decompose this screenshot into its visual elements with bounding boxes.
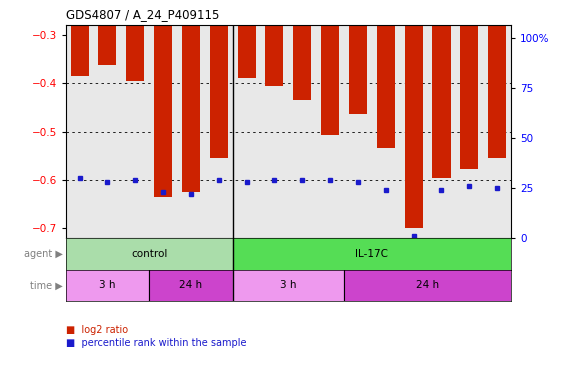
Text: IL-17C: IL-17C [355, 249, 388, 259]
Text: agent ▶: agent ▶ [24, 249, 63, 259]
Text: 3 h: 3 h [280, 280, 296, 290]
Bar [377, 0, 395, 149]
Bar [293, 0, 311, 100]
Text: 24 h: 24 h [179, 280, 203, 290]
Text: control: control [131, 249, 167, 259]
Bar [266, 0, 283, 86]
Bar [233, 270, 344, 301]
Bar [98, 0, 116, 65]
Bar [182, 0, 200, 192]
Text: 24 h: 24 h [416, 280, 439, 290]
Bar [405, 0, 423, 228]
Text: GDS4807 / A_24_P409115: GDS4807 / A_24_P409115 [66, 8, 219, 21]
Bar [126, 0, 144, 81]
Bar [432, 0, 451, 177]
Text: 3 h: 3 h [99, 280, 116, 290]
Text: time ▶: time ▶ [30, 280, 63, 290]
Text: ■  log2 ratio: ■ log2 ratio [66, 325, 128, 335]
Bar [321, 0, 339, 136]
Bar [71, 0, 89, 76]
Bar [488, 0, 506, 158]
Bar [154, 0, 172, 197]
Bar [66, 270, 149, 301]
Bar [233, 238, 511, 270]
Bar [460, 0, 478, 169]
Bar [66, 238, 233, 270]
Bar [349, 0, 367, 114]
Bar [344, 270, 511, 301]
Bar [238, 0, 256, 78]
Bar [149, 270, 233, 301]
Text: ■  percentile rank within the sample: ■ percentile rank within the sample [66, 338, 246, 348]
Bar [210, 0, 228, 158]
